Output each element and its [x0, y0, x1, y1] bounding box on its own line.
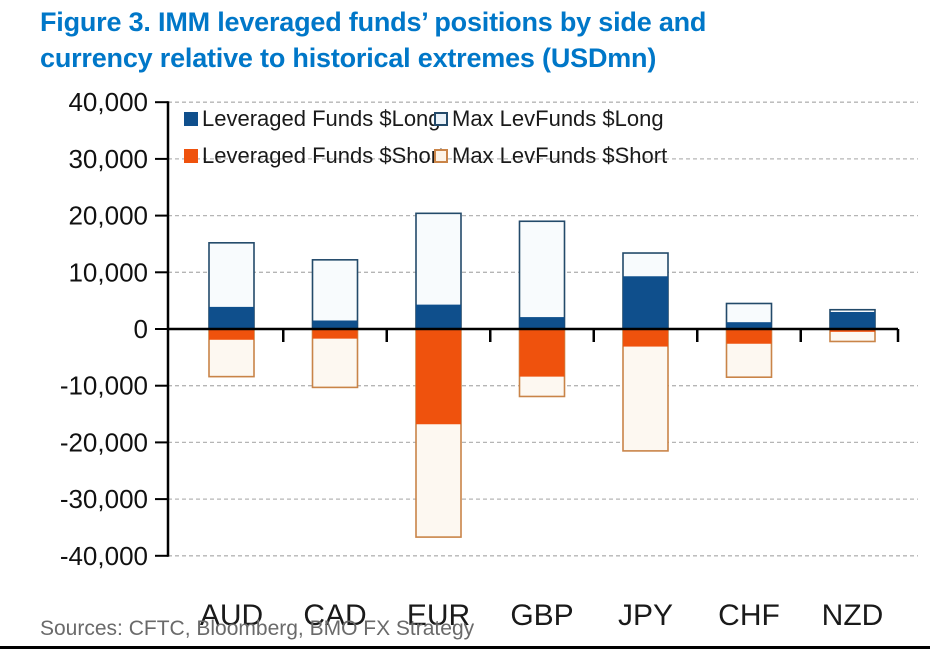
chart-legend: Leveraged Funds $Long Max LevFunds $Long…: [184, 106, 667, 169]
y-tick-label: 40,000: [68, 87, 148, 117]
y-tick-label: 30,000: [68, 144, 148, 174]
y-tick-label: 10,000: [68, 257, 148, 287]
bottom-rule: [0, 646, 930, 649]
legend-item-max-short: Max LevFunds $Short: [434, 143, 667, 169]
bar-leveraged-long-AUD: [209, 306, 254, 329]
bar-leveraged-long-CAD: [312, 320, 358, 329]
figure-title-line1: Figure 3. IMM leveraged funds’ positions…: [40, 7, 707, 37]
legend-item-leveraged-long: Leveraged Funds $Long: [184, 106, 441, 132]
bar-leveraged-short-GBP: [519, 329, 565, 377]
x-axis-label-CHF: CHF: [718, 599, 780, 632]
x-axis-label-EUR: EUR: [407, 599, 470, 632]
y-tick-label: -30,000: [60, 484, 148, 514]
legend-label: Leveraged Funds $Long: [202, 106, 441, 131]
sources-line: Sources: CFTC, Bloomberg, BMO FX Strateg…: [40, 617, 475, 640]
bar-max-long-GBP: [518, 220, 566, 330]
legend-swatch-filled-orange: [184, 149, 198, 163]
y-tick-label: -20,000: [60, 427, 148, 457]
bar-max-short-JPY: [622, 328, 669, 452]
bar-max-long-CAD: [311, 259, 359, 330]
bar-leveraged-short-JPY: [623, 329, 668, 347]
legend-label: Leveraged Funds $Short: [202, 143, 445, 168]
legend-swatch-outline-blue: [434, 112, 448, 126]
legend-label: Max LevFunds $Long: [452, 106, 664, 131]
y-tick-label: 20,000: [68, 201, 148, 231]
bar-leveraged-short-CAD: [312, 329, 358, 339]
legend-item-max-long: Max LevFunds $Long: [434, 106, 667, 132]
figure-title: Figure 3. IMM leveraged funds’ positions…: [40, 4, 900, 76]
legend-swatch-filled-blue: [184, 112, 198, 126]
x-axis-label-GBP: GBP: [510, 599, 573, 632]
bar-leveraged-long-JPY: [623, 276, 668, 329]
bar-leveraged-short-EUR: [416, 329, 461, 425]
figure-title-line2: currency relative to historical extremes…: [40, 43, 657, 73]
bar-leveraged-long-NZD: [830, 311, 875, 329]
legend-swatch-outline-orange: [434, 149, 448, 163]
x-axis-label-AUD: AUD: [200, 599, 263, 632]
bar-leveraged-long-CHF: [726, 322, 772, 329]
y-tick-label: -40,000: [60, 541, 148, 571]
bar-leveraged-short-NZD: [830, 329, 875, 332]
x-axis-label-JPY: JPY: [618, 599, 673, 632]
legend-label: Max LevFunds $Short: [452, 143, 668, 168]
y-tick-label: -10,000: [60, 371, 148, 401]
bar-leveraged-short-AUD: [209, 329, 254, 340]
bar-leveraged-short-CHF: [726, 329, 772, 344]
bar-max-short-CAD: [311, 328, 359, 389]
legend-item-leveraged-short: Leveraged Funds $Short: [184, 143, 444, 169]
bar-leveraged-long-GBP: [519, 317, 565, 329]
x-axis-label-CAD: CAD: [303, 599, 366, 632]
x-axis-label-NZD: NZD: [822, 599, 884, 632]
bar-leveraged-long-EUR: [416, 304, 461, 329]
y-tick-label: 0: [134, 314, 148, 344]
